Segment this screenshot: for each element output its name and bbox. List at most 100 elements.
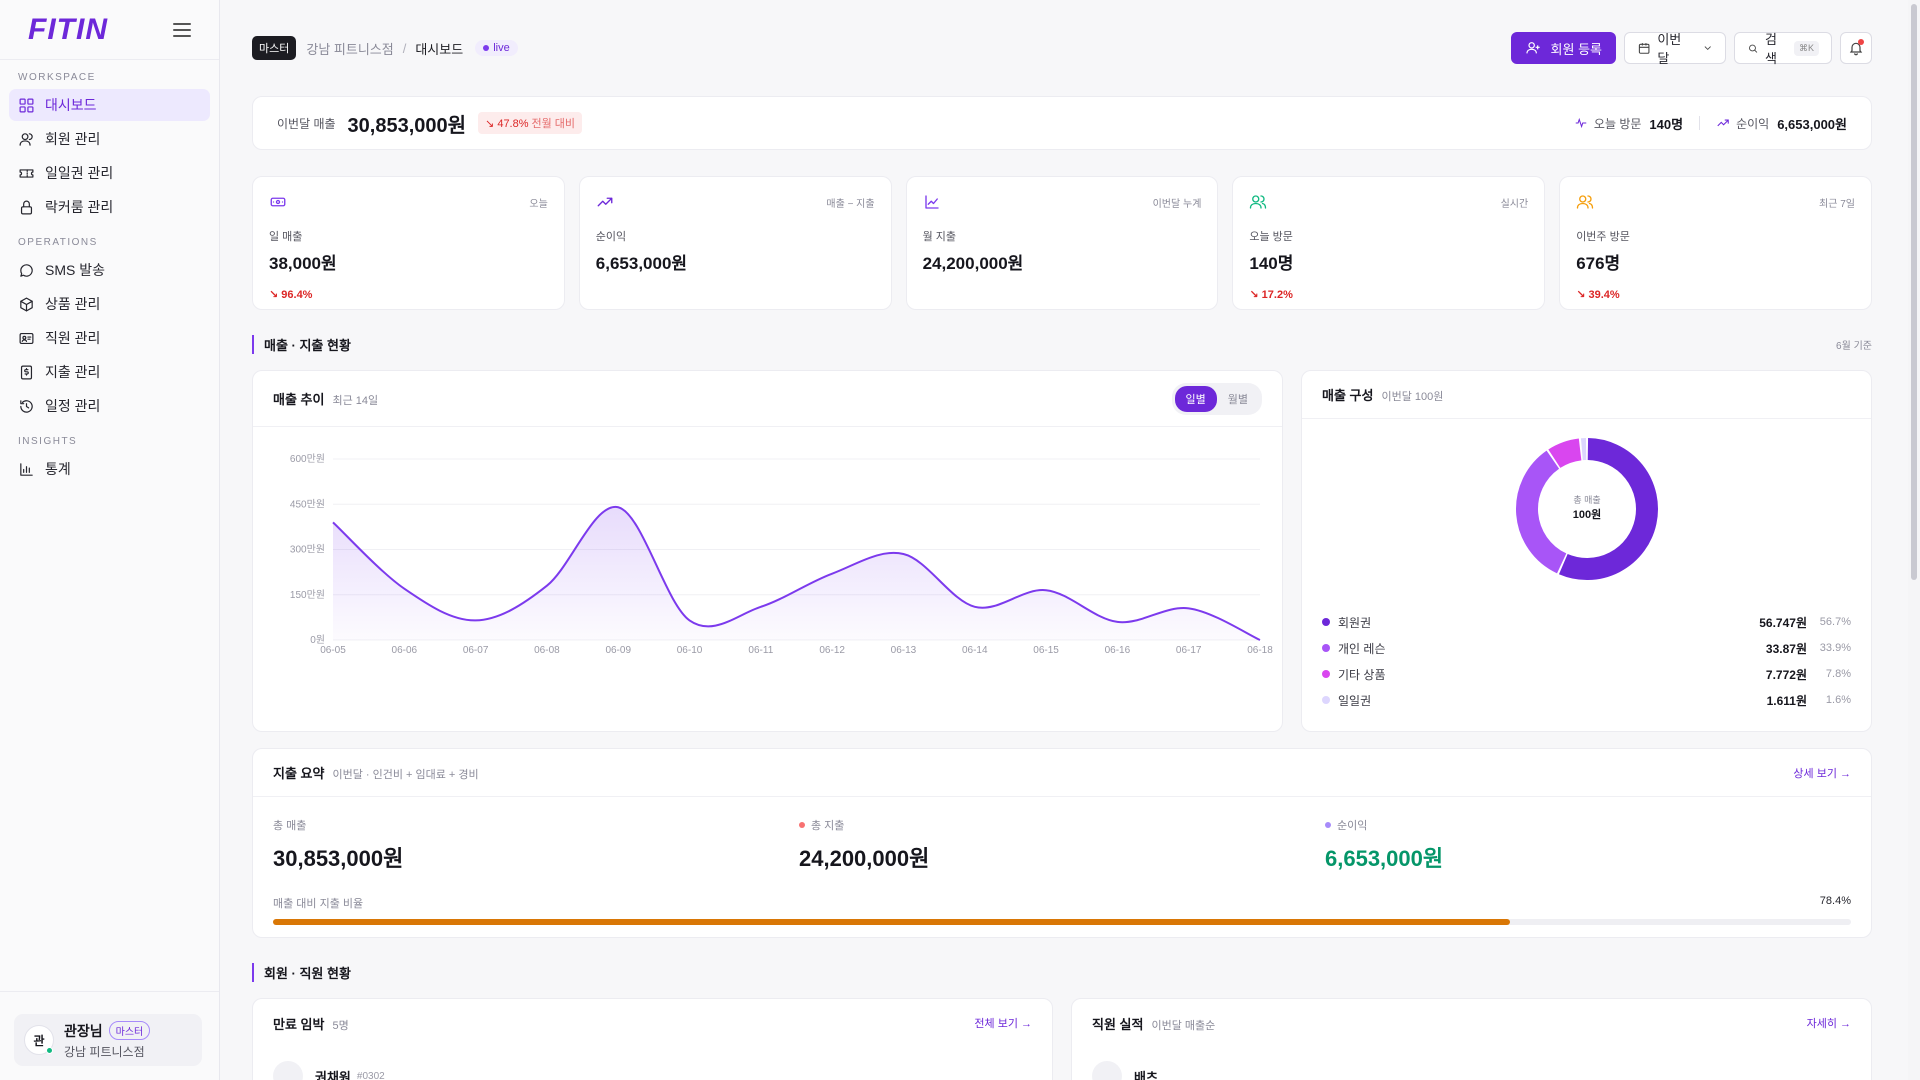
- live-dot: [483, 45, 490, 51]
- sidebar-item-label: 통계: [45, 461, 71, 477]
- sidebar-item-sms[interactable]: SMS 발송: [9, 254, 210, 286]
- sidebar-item-expenses[interactable]: 지출 관리: [9, 356, 210, 388]
- line-chart-icon: [924, 195, 939, 209]
- stat-value: 38,000원: [269, 254, 337, 273]
- sidebar-item-daypass[interactable]: 일일권 관리: [9, 157, 210, 189]
- legend-value: 56.747원: [1759, 615, 1807, 630]
- sidebar-item-products[interactable]: 상품 관리: [9, 288, 210, 320]
- avatar: [1092, 1061, 1122, 1080]
- section-title: 회원 · 직원 현황: [252, 962, 351, 982]
- live-label: live: [493, 42, 510, 54]
- menu-toggle-icon[interactable]: [173, 22, 191, 37]
- x-tick-label: 06-10: [677, 645, 703, 656]
- register-member-button[interactable]: 회원 등록: [1510, 32, 1616, 64]
- total-expense-col: 총 지출 24,200,000원: [799, 817, 1325, 873]
- donut-slice[interactable]: [1558, 438, 1658, 580]
- notifications-button[interactable]: [1840, 32, 1872, 64]
- main-content: 마스터 강남 피트니스점 / 대시보드 live 회원 등록 이번달 검색 ⌘K: [252, 0, 1872, 1080]
- stat-card-weekly-visits[interactable]: 최근 7일 이번주 방문 676명 ↘ 39.4%: [1559, 176, 1872, 310]
- live-badge: live: [475, 40, 518, 56]
- user-profile-card[interactable]: 관 관장님 마스터 강남 피트니스점: [14, 1014, 202, 1066]
- stat-value: 676명: [1576, 254, 1621, 273]
- legend-name: 기타 상품: [1338, 667, 1386, 682]
- stat-tag: 오늘: [529, 199, 548, 210]
- view-all-link[interactable]: 전체 보기 →: [974, 1018, 1032, 1030]
- visits-value: 140명: [1649, 116, 1684, 132]
- bar-chart-icon: [20, 462, 33, 476]
- x-tick-label: 06-08: [534, 645, 560, 656]
- notification-dot: [1858, 39, 1864, 45]
- legend-value: 1.611원: [1766, 693, 1807, 708]
- search-button[interactable]: 검색 ⌘K: [1734, 32, 1832, 66]
- sidebar-item-dashboard[interactable]: 대시보드: [9, 89, 210, 121]
- col-value: 30,853,000원: [273, 846, 404, 871]
- summary-delta: ↘ 47.8%: [485, 118, 529, 130]
- col-value: 24,200,000원: [799, 846, 930, 871]
- expense-ratio-fill: [273, 919, 1511, 925]
- sidebar-item-staff[interactable]: 직원 관리: [9, 322, 210, 354]
- users-icon: [1250, 195, 1267, 209]
- expense-detail-link[interactable]: 상세 보기 →: [1793, 767, 1851, 780]
- breadcrumb-current: 대시보드: [415, 41, 464, 57]
- ticket-icon: [19, 168, 34, 178]
- x-tick-label: 06-14: [962, 645, 988, 656]
- toggle-monthly[interactable]: 월별: [1227, 393, 1248, 406]
- panel-subtitle: 최근 14일: [332, 395, 379, 407]
- details-link[interactable]: 자세히 →: [1806, 1018, 1851, 1030]
- panel-subtitle: 5명: [332, 1019, 349, 1032]
- sidebar: FITIN WORKSPACE 대시보드 회원 관리 일일권 관리 락커룸 관리…: [0, 0, 220, 1080]
- panel-title: 만료 임박: [273, 1016, 325, 1032]
- sidebar-item-locker[interactable]: 락커룸 관리: [9, 191, 210, 223]
- stat-card-daily-sales[interactable]: 오늘 일 매출 38,000원 ↘ 96.4%: [252, 176, 565, 310]
- panel-header: 만료 임박 5명 전체 보기 →: [253, 999, 1052, 1047]
- sidebar-header: FITIN: [0, 0, 219, 60]
- app-logo[interactable]: FITIN: [28, 12, 108, 46]
- donut-slice[interactable]: [1516, 450, 1567, 574]
- list-item[interactable]: 배츠: [1072, 1061, 1871, 1080]
- panel-title: 지출 요약: [273, 766, 325, 781]
- list-item[interactable]: 권채원 #0302: [253, 1061, 1052, 1080]
- ratio-value: 78.4%: [1819, 895, 1851, 907]
- users-icon: [1577, 195, 1594, 209]
- stat-label: 오늘 방문: [1249, 231, 1293, 243]
- sidebar-item-schedule[interactable]: 일정 관리: [9, 390, 210, 422]
- topbar: 마스터 강남 피트니스점 / 대시보드 live 회원 등록 이번달 검색 ⌘K: [252, 0, 1872, 96]
- section-title: 매출 · 지출 현황: [252, 334, 351, 354]
- pulse-icon: [1575, 117, 1587, 129]
- sidebar-item-stats[interactable]: 통계: [9, 453, 210, 485]
- sidebar-item-members[interactable]: 회원 관리: [9, 123, 210, 155]
- panel-header: 매출 추이 최근 14일 일별 월별: [253, 371, 1282, 427]
- panel-title: 매출 추이: [273, 392, 325, 407]
- breadcrumb-branch[interactable]: 강남 피트니스점: [306, 41, 394, 57]
- staff-name: 배츠: [1134, 1069, 1158, 1080]
- legend-swatch: [1322, 670, 1330, 678]
- ratio-label: 매출 대비 지출 비율: [273, 898, 364, 910]
- col-label: 총 매출: [273, 820, 307, 832]
- breadcrumb-separator: /: [402, 40, 407, 56]
- stat-card-monthly-expense[interactable]: 이번달 누계 월 지출 24,200,000원: [905, 176, 1219, 310]
- stat-value: 24,200,000원: [922, 254, 1024, 273]
- series-area: [333, 506, 1260, 640]
- role-badge: 마스터: [252, 36, 297, 60]
- toggle-daily[interactable]: 일별: [1174, 385, 1217, 412]
- bottom-row: 만료 임박 5명 전체 보기 → 권채원 #0302 직원 실적 이번달 매출순 자…: [252, 998, 1872, 1080]
- period-select[interactable]: 이번달: [1624, 32, 1726, 66]
- search-icon: [1749, 44, 1758, 53]
- register-member-label: 회원 등록: [1550, 41, 1602, 57]
- x-tick-label: 06-18: [1247, 645, 1273, 656]
- panel-title: 매출 구성: [1322, 388, 1374, 403]
- x-tick-label: 06-13: [891, 645, 917, 656]
- stat-card-today-visits[interactable]: 실시간 오늘 방문 140명 ↘ 17.2%: [1232, 176, 1546, 310]
- scrollbar-thumb[interactable]: [1911, 4, 1917, 580]
- donut-slice[interactable]: [1548, 438, 1582, 469]
- expense-columns: 총 매출 30,853,000원 총 지출 24,200,000원 순이익 6,…: [253, 817, 1871, 873]
- staff-performance-card: 직원 실적 이번달 매출순 자세히 → 배츠: [1071, 998, 1872, 1080]
- legend-value: 33.87원: [1765, 641, 1807, 656]
- id-card-icon: [19, 332, 34, 344]
- scrollbar[interactable]: [1908, 0, 1920, 1080]
- col-value: 6,653,000원: [1325, 846, 1444, 871]
- legend-item: 회원권 56.747원 56.7%: [1302, 609, 1871, 635]
- sidebar-item-label: 상품 관리: [45, 296, 101, 312]
- stat-card-net-profit[interactable]: 매출 − 지출 순이익 6,653,000원: [578, 176, 892, 310]
- profit-label: 순이익: [1736, 116, 1770, 131]
